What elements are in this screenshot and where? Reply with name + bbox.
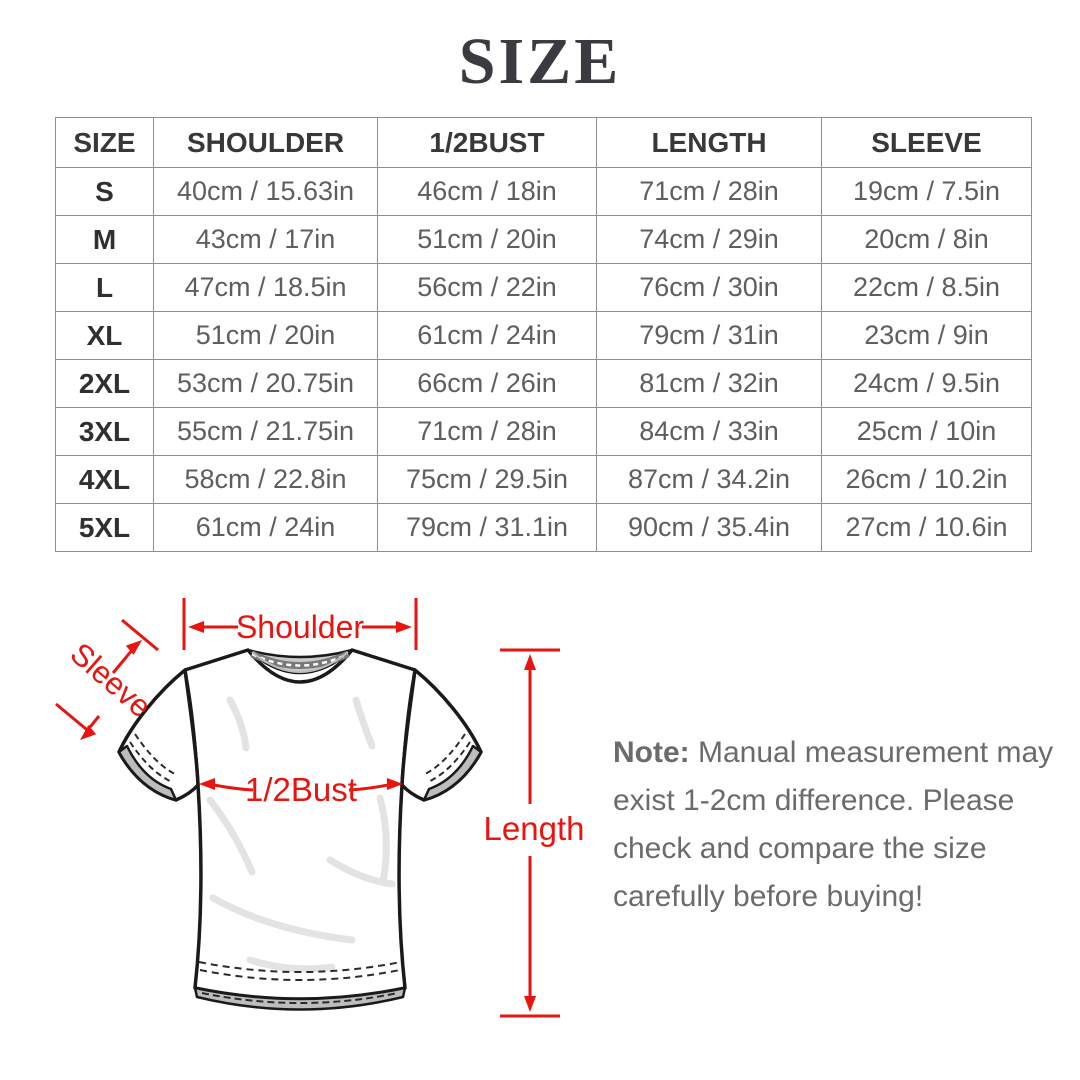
length-cell: 74cm / 29in bbox=[596, 215, 822, 264]
length-cell: 81cm / 32in bbox=[596, 359, 822, 408]
hem-lip bbox=[193, 986, 407, 1011]
note: Note: Manual measurement may exist 1-2cm… bbox=[613, 729, 1053, 921]
length-arrow: Length bbox=[484, 648, 585, 1018]
bust-cell: 61cm / 24in bbox=[377, 311, 597, 360]
tshirt-right-sleeve bbox=[400, 668, 483, 802]
size-cell: 4XL bbox=[55, 455, 154, 504]
shoulder-cell: 53cm / 20.75in bbox=[153, 359, 378, 408]
tshirt-measurement-diagram: Shoulder Sleeve 1/2Bust bbox=[55, 598, 585, 1018]
header-size: SIZE bbox=[55, 117, 154, 168]
note-label: Note: bbox=[613, 736, 690, 769]
tshirt-collar bbox=[247, 648, 353, 675]
collar-stitch-dashes bbox=[251, 652, 349, 667]
sleeve-cell: 22cm / 8.5in bbox=[821, 263, 1032, 312]
tshirt-body bbox=[183, 648, 417, 1001]
bust-arrow: 1/2Bust bbox=[199, 771, 403, 808]
left-cuff-stitching bbox=[129, 733, 176, 783]
header-shoulder: SHOULDER bbox=[153, 117, 378, 168]
header-bust: 1/2BUST bbox=[377, 117, 597, 168]
sleeve-cell: 26cm / 10.2in bbox=[821, 455, 1032, 504]
table-row: 3XL 55cm / 21.75in 71cm / 28in 84cm / 33… bbox=[55, 407, 1032, 456]
note-line: Note: Manual measurement may bbox=[613, 736, 1054, 769]
table-row: 2XL 53cm / 20.75in 66cm / 26in 81cm / 32… bbox=[55, 359, 1032, 408]
sleeve-cell: 19cm / 7.5in bbox=[821, 167, 1032, 216]
shoulder-arrow: Shoulder bbox=[182, 598, 418, 650]
hem-lip-stitching bbox=[201, 992, 399, 1004]
table-row: XL 51cm / 20in 61cm / 24in 79cm / 31in 2… bbox=[55, 311, 1032, 360]
note-line: carefully before buying! bbox=[613, 880, 924, 913]
tshirt-illustration bbox=[117, 648, 483, 1011]
shoulder-cell: 40cm / 15.63in bbox=[153, 167, 378, 216]
length-cell: 90cm / 35.4in bbox=[596, 503, 822, 552]
bust-cell: 79cm / 31.1in bbox=[377, 503, 597, 552]
header-length: LENGTH bbox=[596, 117, 822, 168]
size-cell: 2XL bbox=[55, 359, 154, 408]
bust-cell: 46cm / 18in bbox=[377, 167, 597, 216]
table-header-row: SIZE SHOULDER 1/2BUST LENGTH SLEEVE bbox=[55, 117, 1032, 168]
left-armhole-seam bbox=[183, 669, 200, 786]
length-cell: 71cm / 28in bbox=[596, 167, 822, 216]
header-sleeve: SLEEVE bbox=[821, 117, 1032, 168]
length-cell: 84cm / 33in bbox=[596, 407, 822, 456]
bust-label: 1/2Bust bbox=[245, 771, 357, 808]
page-title: SIZE bbox=[458, 25, 622, 98]
note-line: check and compare the size bbox=[613, 832, 987, 865]
shoulder-cell: 43cm / 17in bbox=[153, 215, 378, 264]
table-row: M 43cm / 17in 51cm / 20in 74cm / 29in 20… bbox=[55, 215, 1032, 264]
sleeve-label: Sleeve bbox=[64, 636, 159, 725]
sleeve-cell: 24cm / 9.5in bbox=[821, 359, 1032, 408]
shoulder-cell: 61cm / 24in bbox=[153, 503, 378, 552]
size-cell: L bbox=[55, 263, 154, 312]
sleeve-cell: 25cm / 10in bbox=[821, 407, 1032, 456]
sleeve-cell: 23cm / 9in bbox=[821, 311, 1032, 360]
right-armhole-seam bbox=[400, 669, 417, 786]
note-line: exist 1-2cm difference. Please bbox=[613, 784, 1015, 817]
table-row: L 47cm / 18.5in 56cm / 22in 76cm / 30in … bbox=[55, 263, 1032, 312]
bust-cell: 71cm / 28in bbox=[377, 407, 597, 456]
sleeve-cell: 20cm / 8in bbox=[821, 215, 1032, 264]
length-label: Length bbox=[484, 810, 585, 847]
size-cell: XL bbox=[55, 311, 154, 360]
shoulder-cell: 55cm / 21.75in bbox=[153, 407, 378, 456]
tshirt-left-cuff bbox=[117, 744, 178, 802]
length-cell: 79cm / 31in bbox=[596, 311, 822, 360]
collar-inner-shadow bbox=[251, 651, 349, 673]
bust-cell: 51cm / 20in bbox=[377, 215, 597, 264]
shoulder-label: Shoulder bbox=[236, 609, 364, 645]
table-row: 5XL 61cm / 24in 79cm / 31.1in 90cm / 35.… bbox=[55, 503, 1032, 552]
bust-cell: 75cm / 29.5in bbox=[377, 455, 597, 504]
right-cuff-stitching bbox=[424, 733, 471, 783]
size-cell: S bbox=[55, 167, 154, 216]
size-cell: 3XL bbox=[55, 407, 154, 456]
shoulder-cell: 51cm / 20in bbox=[153, 311, 378, 360]
table-row: 4XL 58cm / 22.8in 75cm / 29.5in 87cm / 3… bbox=[55, 455, 1032, 504]
tshirt-right-cuff bbox=[422, 744, 483, 802]
size-cell: M bbox=[55, 215, 154, 264]
bust-cell: 66cm / 26in bbox=[377, 359, 597, 408]
size-table: SIZE SHOULDER 1/2BUST LENGTH SLEEVE S 40… bbox=[55, 117, 1032, 552]
bust-cell: 56cm / 22in bbox=[377, 263, 597, 312]
length-cell: 87cm / 34.2in bbox=[596, 455, 822, 504]
shoulder-cell: 58cm / 22.8in bbox=[153, 455, 378, 504]
tshirt-hem bbox=[193, 961, 407, 1011]
table-row: S 40cm / 15.63in 46cm / 18in 71cm / 28in… bbox=[55, 167, 1032, 216]
shoulder-cell: 47cm / 18.5in bbox=[153, 263, 378, 312]
sleeve-cell: 27cm / 10.6in bbox=[821, 503, 1032, 552]
length-cell: 76cm / 30in bbox=[596, 263, 822, 312]
size-cell: 5XL bbox=[55, 503, 154, 552]
